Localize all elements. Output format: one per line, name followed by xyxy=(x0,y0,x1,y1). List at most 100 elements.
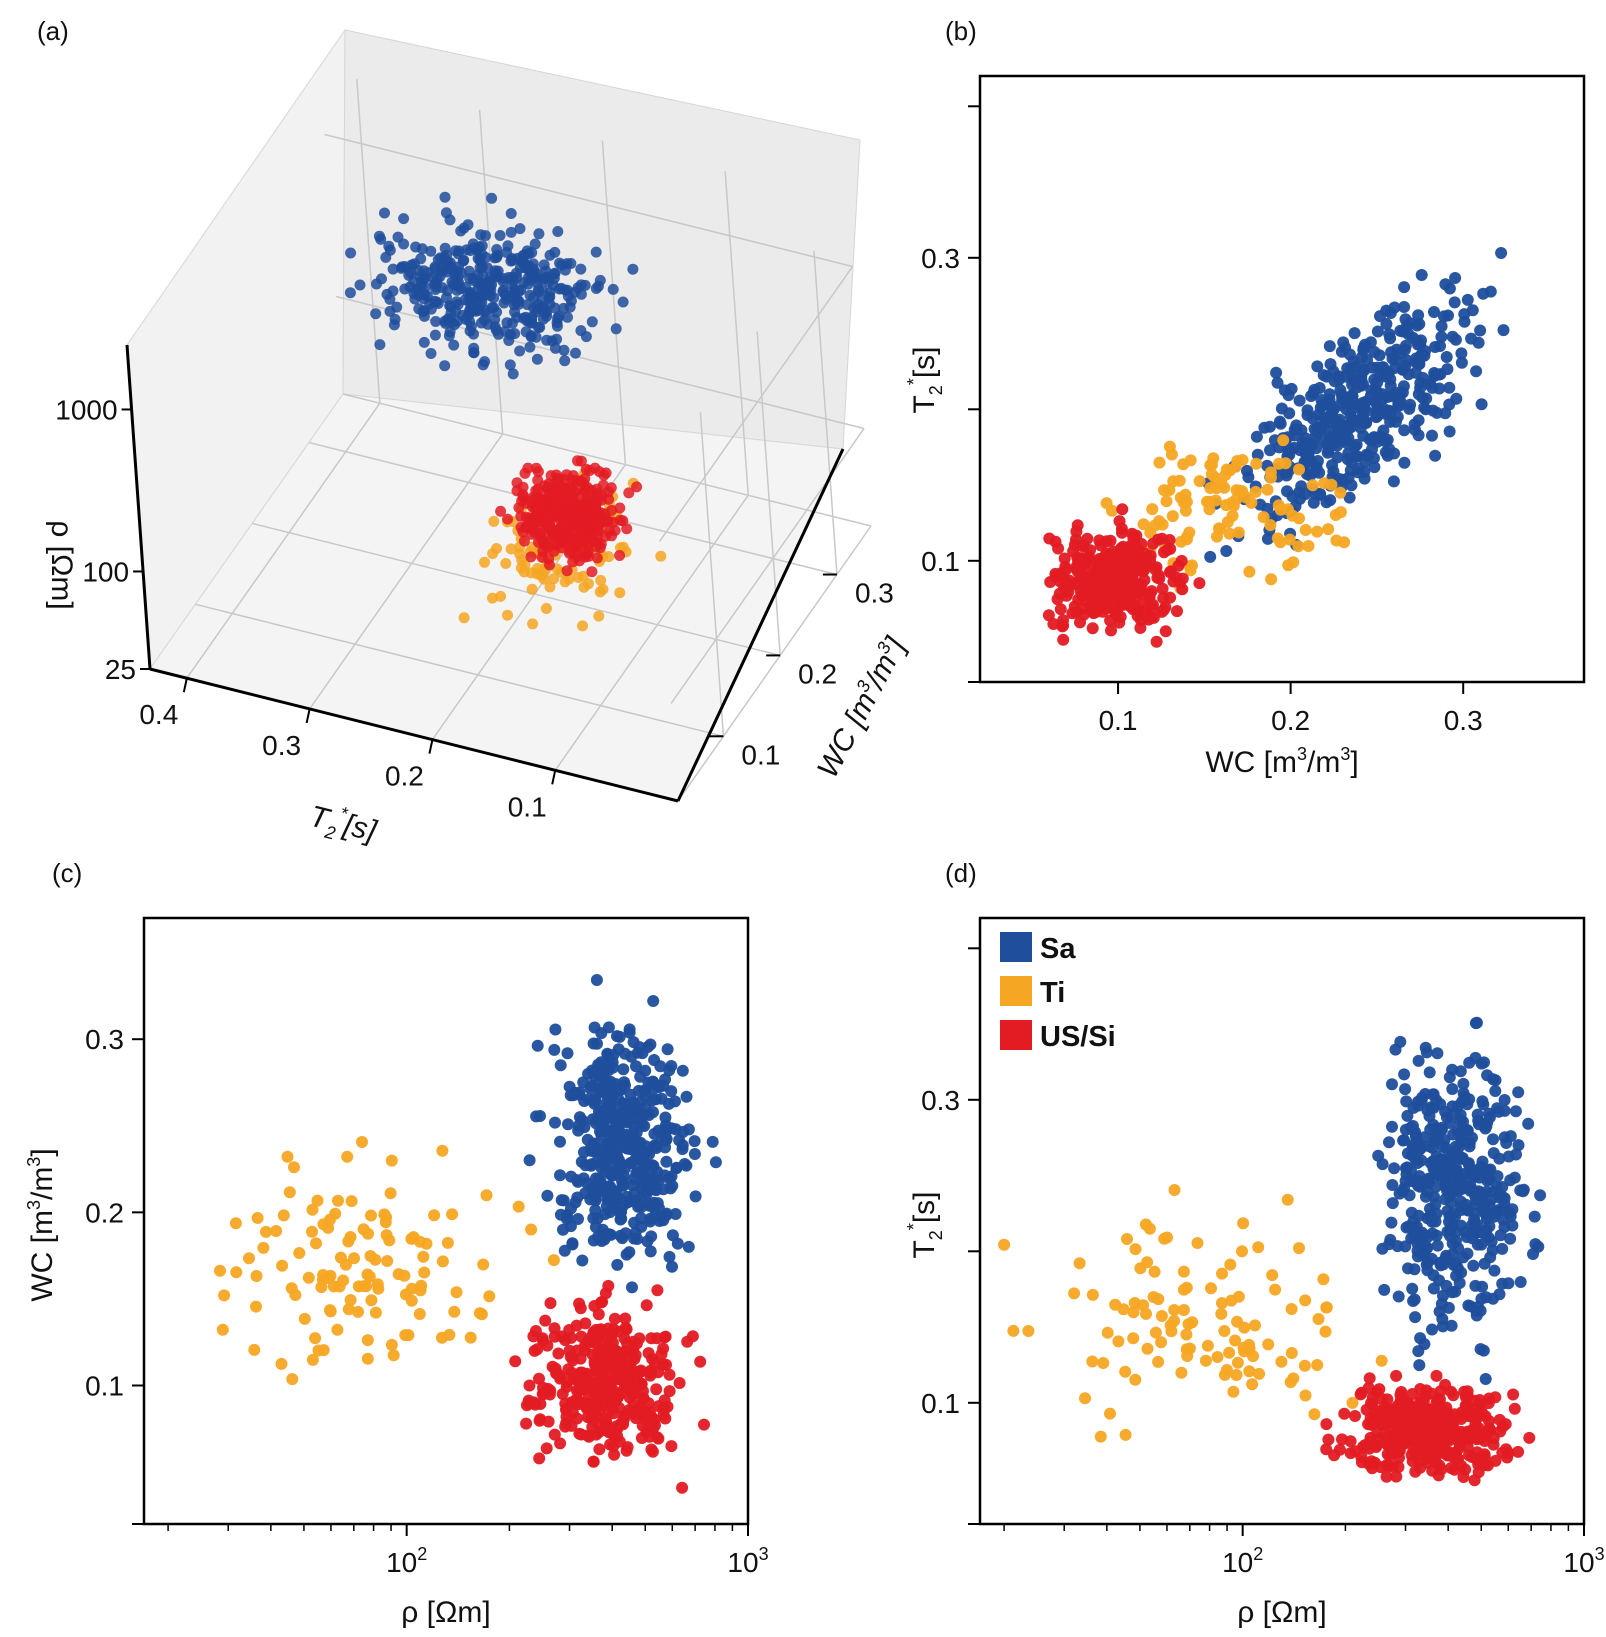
point-sa xyxy=(488,302,500,313)
point-sa xyxy=(1503,1207,1516,1219)
point-sa xyxy=(676,1064,689,1077)
point-us-si xyxy=(698,1418,710,1431)
point-sa xyxy=(571,1175,584,1188)
point-sa xyxy=(1476,1095,1489,1108)
point-sa xyxy=(1374,405,1387,418)
point-sa xyxy=(1496,1181,1509,1193)
point-sa xyxy=(680,1090,693,1103)
point-sa xyxy=(644,1245,657,1258)
point-us-si xyxy=(597,516,609,528)
point-sa xyxy=(1400,1168,1413,1181)
point-sa xyxy=(1443,381,1456,394)
x-tick-label: 103 xyxy=(1563,1544,1604,1578)
point-ti xyxy=(1201,1339,1214,1352)
panel-c-scatter: 102 103 0.1 0.2 0.3 ρ [Ωm] WC [m3/m3] xyxy=(24,916,769,1629)
point-ti xyxy=(593,610,605,622)
point-sa xyxy=(1428,306,1440,318)
point-ti xyxy=(1127,1306,1140,1319)
point-sa xyxy=(1376,1158,1389,1171)
point-us-si xyxy=(581,496,593,508)
point-sa xyxy=(540,265,552,277)
point-sa xyxy=(1443,425,1456,438)
grid-floor-t2 xyxy=(186,402,381,679)
point-sa xyxy=(1532,1240,1545,1253)
point-us-si xyxy=(554,1372,567,1385)
grid-left-t2 xyxy=(356,79,381,404)
point-us-si xyxy=(1094,559,1107,572)
point-sa xyxy=(1250,430,1263,443)
point-ti xyxy=(1181,530,1194,543)
point-ti xyxy=(1250,457,1263,470)
point-ti xyxy=(1257,511,1270,524)
point-sa xyxy=(1283,407,1296,420)
point-us-si xyxy=(1430,1396,1443,1409)
point-ti xyxy=(363,1270,376,1283)
point-us-si xyxy=(1523,1431,1536,1444)
point-ti xyxy=(1086,1355,1099,1368)
point-us-si xyxy=(567,501,579,512)
point-sa xyxy=(1389,1043,1402,1056)
point-sa xyxy=(1328,375,1341,388)
point-ti xyxy=(577,570,589,582)
point-us-si xyxy=(608,1312,621,1325)
point-sa xyxy=(1509,1105,1522,1118)
point-ti xyxy=(1022,1325,1035,1337)
point-sa xyxy=(1404,1121,1417,1134)
point-us-si xyxy=(619,1380,631,1393)
point-us-si xyxy=(1333,1443,1346,1456)
point-sa xyxy=(494,230,506,241)
point-sa xyxy=(660,1155,673,1168)
point-ti xyxy=(547,1254,560,1267)
point-sa xyxy=(441,266,453,278)
point-sa xyxy=(1398,1068,1411,1081)
point-sa xyxy=(1421,1185,1434,1198)
point-ti xyxy=(380,1211,393,1224)
point-ti xyxy=(595,574,607,586)
point-sa xyxy=(1425,1101,1438,1114)
point-ti xyxy=(516,554,528,566)
point-ti xyxy=(385,1154,398,1167)
x-axis-title: ρ [Ωm] xyxy=(401,1596,491,1629)
point-sa xyxy=(1426,1141,1439,1154)
point-sa xyxy=(706,1135,719,1148)
x-tick-label: 0.1 xyxy=(1099,705,1138,736)
point-sa xyxy=(392,231,404,243)
point-us-si xyxy=(573,1297,586,1310)
point-sa xyxy=(553,310,565,322)
point-ti xyxy=(331,1323,344,1336)
point-sa xyxy=(1204,550,1217,563)
point-sa xyxy=(1491,1170,1504,1183)
point-sa xyxy=(406,259,418,271)
point-us-si xyxy=(1395,1417,1408,1430)
point-us-si xyxy=(607,1323,620,1336)
point-us-si xyxy=(1417,1395,1430,1408)
point-sa xyxy=(549,1023,562,1036)
panel-label-b: (b) xyxy=(945,16,977,46)
x-axis-line xyxy=(149,667,679,803)
point-us-si xyxy=(1104,614,1117,627)
point-ti xyxy=(1262,1338,1275,1351)
point-sa xyxy=(1251,448,1264,461)
point-sa xyxy=(1426,1323,1438,1336)
point-us-si xyxy=(1104,534,1117,547)
point-ti xyxy=(464,1331,477,1344)
point-sa xyxy=(418,310,430,322)
point-sa xyxy=(1446,330,1459,343)
point-ti xyxy=(1199,1354,1212,1367)
point-us-si xyxy=(1105,549,1118,561)
point-ti xyxy=(1274,536,1287,549)
point-us-si xyxy=(1435,1463,1448,1476)
point-ti xyxy=(1230,1369,1243,1381)
point-sa xyxy=(564,1089,577,1102)
point-us-si xyxy=(1363,1372,1376,1385)
point-sa xyxy=(1261,532,1274,545)
x-tick-label: 0.2 xyxy=(385,761,424,792)
point-sa xyxy=(489,252,501,264)
point-us-si xyxy=(502,513,514,525)
panel-label-a: (a) xyxy=(37,16,69,46)
point-us-si xyxy=(640,1407,653,1420)
point-ti xyxy=(298,1312,311,1325)
point-sa xyxy=(689,1190,702,1203)
point-us-si xyxy=(1104,587,1117,600)
point-sa xyxy=(1310,461,1323,474)
